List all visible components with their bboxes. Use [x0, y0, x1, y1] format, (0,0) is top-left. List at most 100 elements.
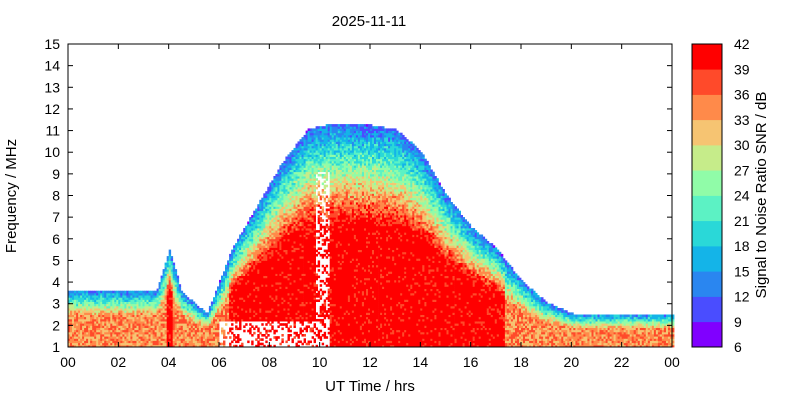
heatmap-cell	[267, 191, 270, 194]
heatmap-cell	[251, 249, 254, 253]
heatmap-cell	[265, 331, 268, 335]
heatmap-cell	[98, 321, 101, 324]
heatmap-cell	[74, 321, 77, 324]
heatmap-cell	[245, 273, 248, 276]
heatmap-cell	[231, 266, 234, 270]
heatmap-cell	[307, 245, 310, 248]
heatmap-cell	[255, 253, 258, 257]
heatmap-cell	[309, 258, 312, 261]
heatmap-cell	[297, 158, 300, 162]
heatmap-cell	[279, 314, 282, 318]
heatmap-cell	[269, 316, 272, 320]
heatmap-cell	[215, 303, 218, 307]
heatmap-cell	[255, 284, 258, 287]
heatmap-cell	[126, 340, 129, 344]
heatmap-cell	[126, 299, 129, 302]
heatmap-cell	[295, 316, 298, 320]
heatmap-cell	[233, 318, 236, 322]
heatmap-cell	[118, 308, 121, 311]
heatmap-cell	[259, 286, 262, 289]
heatmap-cell	[275, 208, 278, 212]
heatmap-cell	[134, 314, 137, 318]
heatmap-cell	[245, 314, 248, 318]
heatmap-cell	[299, 169, 302, 173]
heatmap-cell	[154, 340, 157, 344]
heatmap-cell	[291, 310, 294, 313]
heatmap-cell	[237, 292, 240, 296]
heatmap-cell	[152, 325, 155, 328]
heatmap-cell	[285, 182, 288, 186]
heatmap-cell	[116, 295, 119, 298]
heatmap-cell	[152, 329, 155, 333]
heatmap-cell	[287, 303, 290, 307]
heatmap-cell	[241, 299, 244, 302]
heatmap-cell	[287, 290, 290, 294]
heatmap-cell	[309, 275, 312, 279]
heatmap-cell	[94, 344, 97, 348]
heatmap-cell	[267, 208, 270, 212]
heatmap-cell	[255, 295, 258, 298]
heatmap-cell	[170, 295, 174, 298]
heatmap-cell	[213, 297, 216, 300]
heatmap-cell	[257, 297, 260, 300]
heatmap-cell	[261, 251, 264, 255]
heatmap-cell	[235, 312, 238, 315]
heatmap-cell	[265, 310, 268, 313]
heatmap-cell	[277, 253, 280, 257]
heatmap-cell	[90, 297, 93, 300]
heatmap-cell	[303, 297, 306, 300]
heatmap-cell	[206, 325, 210, 328]
heatmap-cell	[259, 247, 262, 250]
heatmap-cell	[311, 208, 314, 212]
heatmap-cell	[86, 334, 89, 337]
heatmap-cell	[215, 301, 218, 305]
heatmap-cell	[269, 247, 272, 250]
heatmap-cell	[293, 312, 296, 315]
heatmap-cell	[265, 230, 268, 233]
heatmap-cell	[110, 305, 113, 309]
heatmap-cell	[237, 256, 240, 259]
heatmap-cell	[291, 158, 294, 162]
heatmap-cell	[225, 269, 228, 272]
heatmap-cell	[168, 249, 172, 253]
heatmap-cell	[297, 178, 300, 181]
heatmap-cell	[128, 321, 131, 324]
heatmap-cell	[76, 342, 79, 346]
heatmap-cell	[285, 269, 288, 272]
heatmap-cell	[100, 323, 103, 326]
heatmap-cell	[253, 245, 256, 248]
heatmap-cell	[275, 273, 278, 276]
heatmap-cell	[70, 314, 73, 318]
heatmap-cell	[275, 318, 278, 322]
heatmap-cell	[277, 169, 280, 173]
heatmap-cell	[90, 340, 93, 344]
heatmap-cell	[102, 340, 105, 344]
heatmap-cell	[269, 241, 272, 244]
heatmap-cell	[72, 336, 75, 339]
heatmap-cell	[178, 318, 182, 322]
heatmap-cell	[259, 215, 262, 218]
heatmap-cell	[221, 327, 224, 331]
heatmap-cell	[98, 331, 101, 335]
heatmap-cell	[92, 312, 95, 315]
heatmap-cell	[305, 308, 308, 311]
heatmap-cell	[72, 321, 75, 324]
heatmap-cell	[305, 163, 308, 166]
heatmap-cell	[285, 340, 288, 344]
heatmap-cell	[293, 178, 296, 181]
heatmap-cell	[192, 316, 196, 320]
heatmap-cell	[309, 249, 312, 253]
heatmap-cell	[241, 247, 244, 250]
heatmap-cell	[118, 329, 121, 333]
heatmap-cell	[229, 312, 232, 315]
heatmap-cell	[176, 299, 180, 302]
heatmap-cell	[202, 340, 206, 344]
heatmap-cell	[162, 344, 165, 348]
heatmap-cell	[70, 344, 73, 348]
heatmap-cell	[229, 269, 232, 272]
heatmap-cell	[180, 312, 184, 315]
heatmap-cell	[170, 342, 174, 346]
heatmap-cell	[279, 292, 282, 296]
heatmap-cell	[275, 271, 278, 274]
heatmap-cell	[90, 321, 93, 324]
